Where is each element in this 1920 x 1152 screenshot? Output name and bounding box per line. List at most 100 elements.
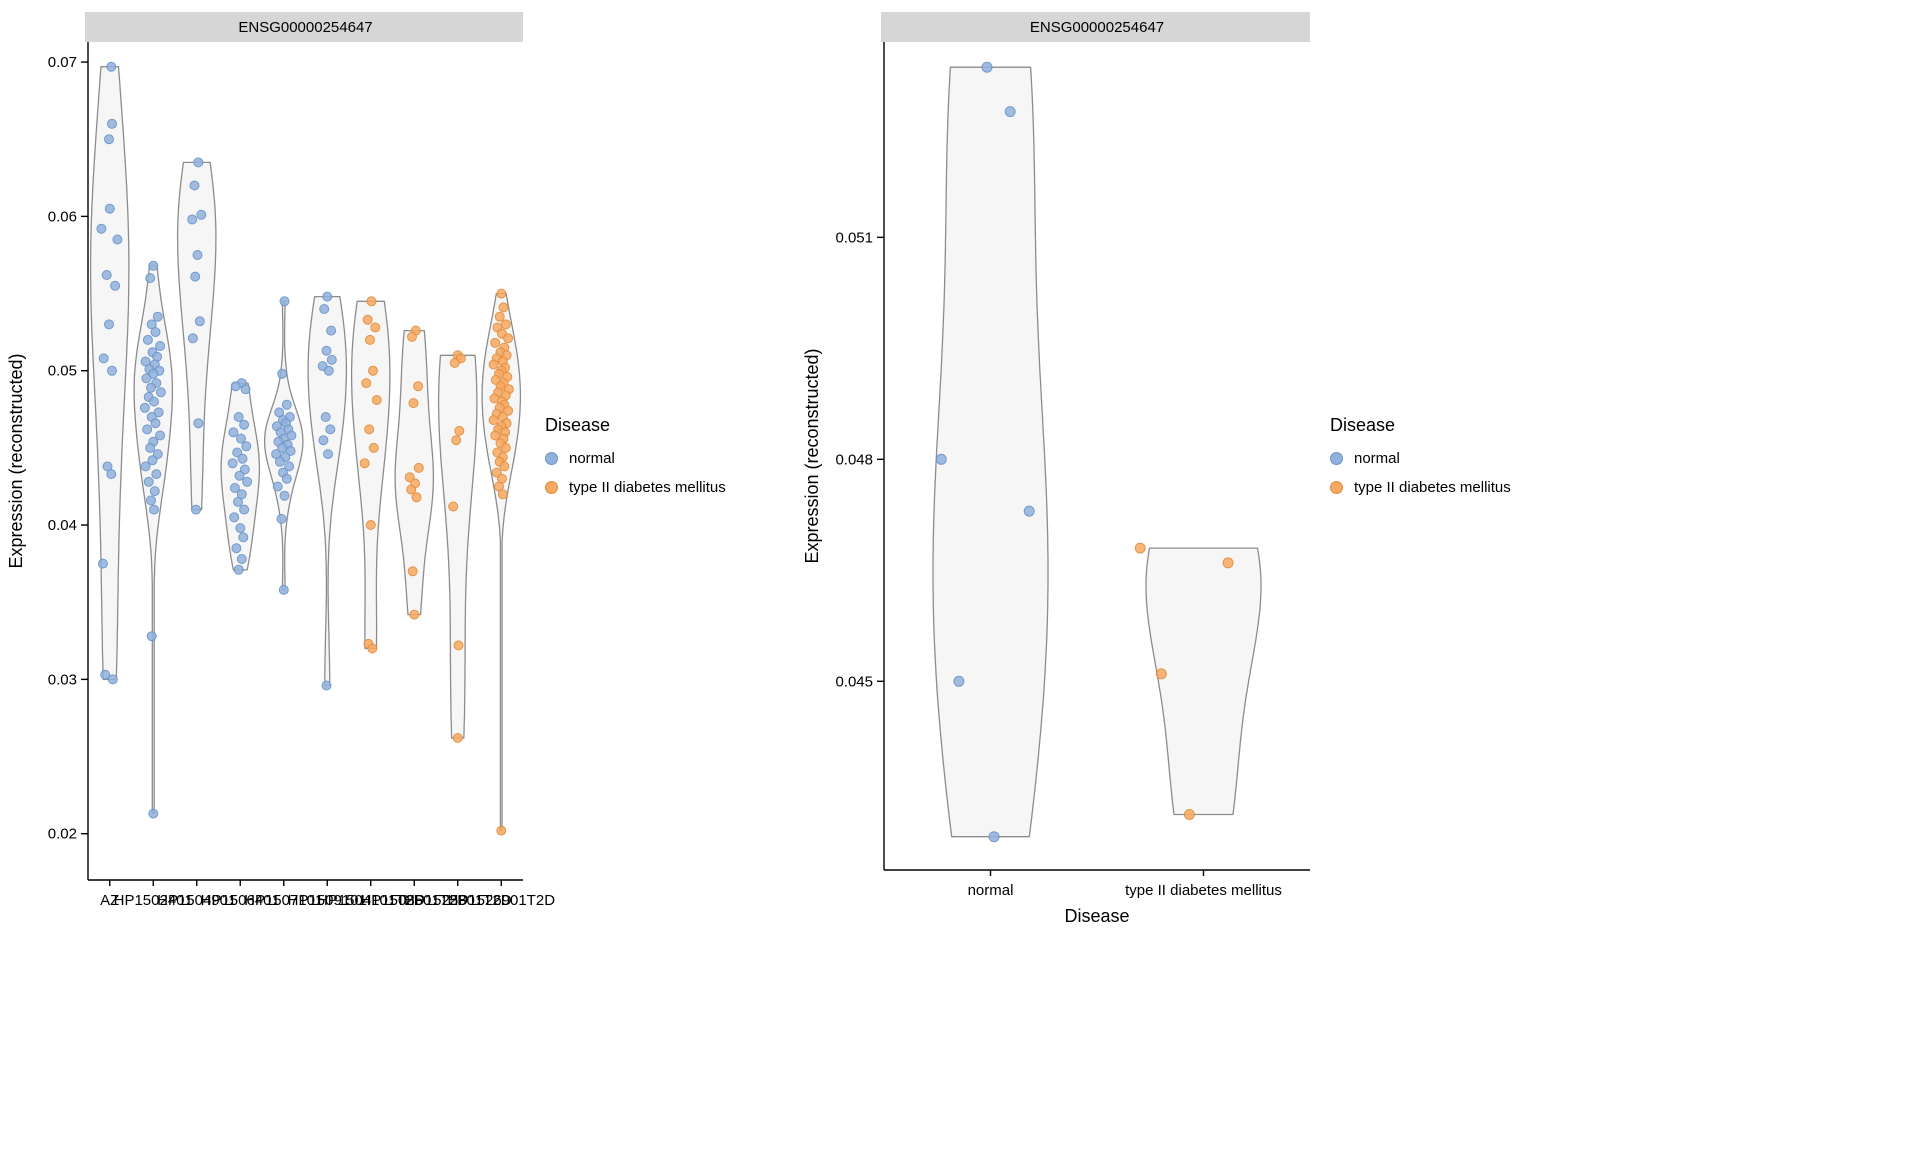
data-point: [1222, 557, 1234, 569]
data-point: [490, 337, 501, 348]
data-point: [152, 311, 163, 322]
data-point: [325, 424, 336, 435]
y-tick-label: 0.045: [835, 673, 873, 690]
y-tick-label: 0.02: [48, 826, 77, 843]
legend-title: Disease: [1330, 415, 1396, 435]
data-point: [139, 402, 150, 413]
data-point: [187, 214, 198, 225]
y-axis-title: Expression (reconstructed): [802, 348, 822, 563]
data-point: [148, 260, 159, 271]
violin-panel-by-disease: ENSG00000254647 0.045 0.048 0.051 normal type…: [802, 12, 1310, 926]
data-point: [155, 387, 166, 398]
data-point: [233, 412, 244, 422]
x-tick-label: normal: [968, 882, 1014, 899]
data-point: [370, 322, 381, 333]
data-point: [365, 520, 376, 530]
data-point: [278, 584, 289, 595]
legend-label-t2d: type II diabetes mellitus: [569, 479, 726, 496]
data-point: [100, 669, 111, 680]
data-point: [496, 288, 507, 299]
data-point: [155, 430, 166, 441]
data-point: [107, 118, 117, 129]
data-point: [233, 564, 244, 575]
data-point: [106, 61, 117, 72]
data-point: [988, 831, 1000, 843]
data-point: [953, 675, 965, 687]
data-point: [323, 449, 333, 460]
data-point: [110, 280, 121, 291]
data-point: [149, 486, 160, 497]
data-point: [234, 470, 245, 481]
data-point: [145, 442, 156, 453]
x-tick-label: HP1507101: [244, 892, 323, 909]
data-point: [452, 733, 463, 743]
data-point: [146, 631, 157, 642]
data-point: [149, 504, 159, 515]
data-point: [229, 483, 240, 493]
data-point: [196, 209, 207, 220]
normal-point-icon: [1330, 452, 1343, 465]
data-point: [451, 435, 462, 446]
legend-right: Disease normal type II diabetes mellitus: [1330, 415, 1511, 496]
data-point: [321, 345, 332, 356]
data-point: [365, 334, 375, 345]
data-point: [151, 469, 162, 480]
violin-shape: [437, 354, 478, 739]
x-tick-label: HP1504101T2D: [317, 892, 425, 909]
data-point: [368, 365, 378, 376]
data-point: [500, 319, 511, 330]
data-point: [228, 427, 239, 438]
data-point: [368, 442, 379, 453]
data-point: [326, 354, 337, 365]
data-point: [371, 395, 382, 405]
data-point: [104, 134, 114, 145]
data-point: [409, 609, 420, 620]
data-point: [96, 223, 107, 234]
data-point: [318, 435, 329, 446]
data-point: [272, 481, 283, 492]
data-point: [237, 453, 248, 464]
data-point: [359, 458, 370, 469]
legend-left: Disease normal type II diabetes mellitus: [545, 415, 726, 496]
data-point: [494, 311, 505, 322]
y-tick-label: 0.07: [48, 54, 77, 71]
data-point: [241, 441, 252, 452]
data-point: [149, 396, 159, 407]
data-point: [145, 273, 156, 284]
x-tick-label: HP1525301T2D: [404, 892, 512, 909]
facet-strip: [881, 12, 1310, 42]
data-point: [488, 359, 499, 370]
data-point: [362, 314, 373, 325]
violin-shape: [307, 295, 348, 687]
data-point: [227, 458, 238, 469]
data-point: [104, 203, 115, 214]
data-point: [142, 334, 153, 345]
data-point: [107, 674, 118, 685]
data-point: [187, 333, 198, 344]
data-point: [326, 325, 337, 336]
legend-title: Disease: [545, 415, 611, 435]
data-point: [148, 368, 159, 379]
data-point: [454, 425, 465, 436]
data-point: [107, 365, 117, 376]
data-point: [361, 378, 372, 389]
data-point: [276, 513, 287, 524]
data-point: [407, 331, 417, 342]
data-point: [146, 382, 156, 393]
data-point: [104, 319, 114, 330]
y-tick-label: 0.051: [835, 229, 873, 246]
data-point: [155, 341, 166, 351]
x-tick-label: HP1506401: [201, 892, 280, 909]
violin-shape: [350, 300, 391, 650]
data-point: [497, 489, 508, 500]
legend-item-normal: normal: [1330, 450, 1511, 467]
data-point: [192, 250, 203, 260]
data-point: [193, 157, 204, 168]
data-point: [320, 412, 331, 422]
normal-point-icon: [545, 452, 558, 465]
legend-item-t2d: type II diabetes mellitus: [1330, 479, 1511, 496]
data-point: [189, 180, 200, 191]
data-point: [274, 456, 285, 467]
x-tick-label: AZ: [100, 892, 119, 909]
